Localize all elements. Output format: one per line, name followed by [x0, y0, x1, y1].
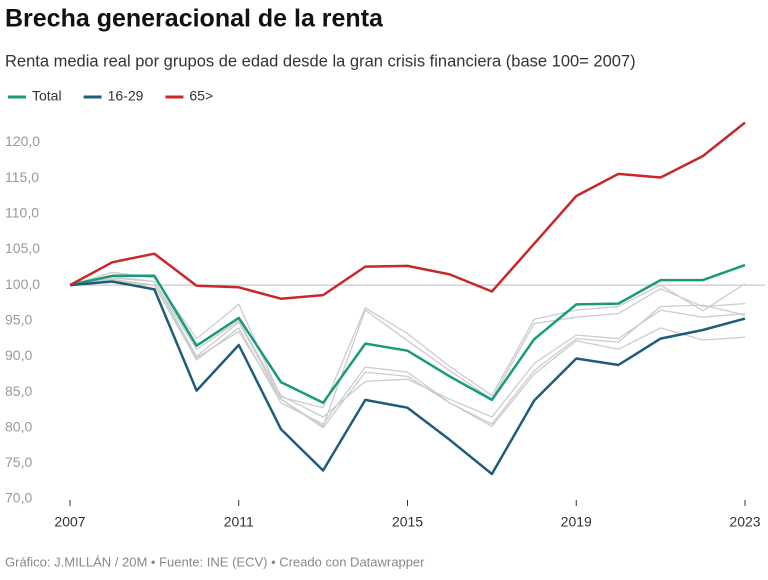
source-note: Gráfico: J.MILLÁN / 20M • Fuente: INE (E…	[5, 554, 425, 569]
y-tick-label: 85,0	[5, 383, 32, 399]
other-group-line	[69, 280, 746, 429]
y-tick-label: 110,0	[5, 205, 39, 221]
other-group-line	[69, 275, 746, 427]
series-line	[69, 263, 746, 405]
x-tick-label: 2023	[729, 514, 760, 530]
y-tick-label: 115,0	[5, 169, 39, 185]
legend-label: Total	[32, 88, 62, 104]
y-tick-label: 100,0	[5, 276, 40, 292]
y-tick-label: 90,0	[5, 347, 32, 363]
y-tick-label: 120,0	[5, 133, 40, 149]
x-tick-label: 2015	[392, 514, 423, 530]
other-group-line	[69, 278, 746, 425]
series-line	[69, 280, 746, 476]
legend-label: 65>	[189, 88, 213, 104]
chart-subtitle: Renta media real por grupos de edad desd…	[5, 52, 636, 70]
x-tick-label: 2019	[561, 514, 592, 530]
chart-title: Brecha generacional de la renta	[5, 5, 384, 33]
y-tick-label: 75,0	[5, 454, 32, 470]
other-group-line	[69, 277, 746, 418]
y-tick-label: 95,0	[5, 311, 32, 327]
y-tick-label: 80,0	[5, 418, 32, 434]
y-tick-label: 70,0	[5, 490, 32, 506]
y-tick-label: 105,0	[5, 240, 40, 256]
legend-label: 16-29	[108, 88, 144, 104]
series-line	[69, 121, 746, 300]
other-group-line	[69, 271, 746, 409]
x-tick-label: 2011	[224, 514, 254, 530]
x-tick-label: 2007	[54, 514, 85, 530]
